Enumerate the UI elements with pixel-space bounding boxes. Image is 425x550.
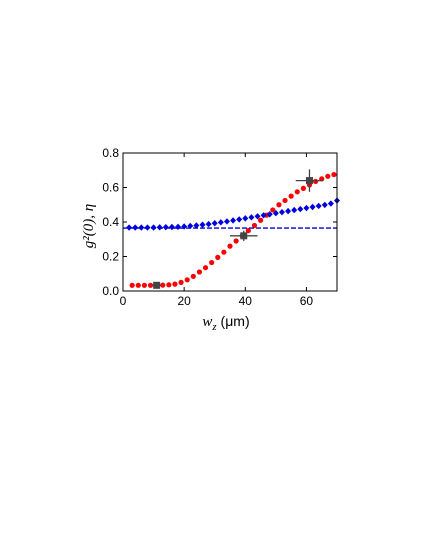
red-circle-point xyxy=(147,282,154,288)
blue-diamond-point xyxy=(291,206,298,214)
red-circle-point xyxy=(331,171,337,178)
red-circle-point xyxy=(300,185,306,191)
blue-diamond-point xyxy=(126,224,133,231)
red-circle-point xyxy=(166,282,172,288)
blue-diamond-point xyxy=(181,223,188,230)
red-circle-point xyxy=(202,265,209,271)
y-axis-title: g²(0), η xyxy=(81,204,97,248)
x-tick-label: 60 xyxy=(300,294,314,308)
blue-diamond-point xyxy=(327,200,334,207)
blue-diamond-point xyxy=(211,220,218,227)
red-circle-point xyxy=(141,282,147,288)
experimental-square-point xyxy=(240,232,248,240)
red-circle-point xyxy=(129,282,135,288)
red-circle-point xyxy=(325,173,331,179)
red-circle-point xyxy=(257,217,264,223)
y-tick-label: 0.4 xyxy=(102,215,119,229)
y-tick-label: 0.6 xyxy=(102,181,119,195)
blue-diamond-point xyxy=(254,213,261,220)
blue-diamond-point xyxy=(223,218,230,225)
blue-diamond-point xyxy=(309,203,316,211)
blue-diamond-point xyxy=(156,224,163,231)
blue-diamond-point xyxy=(199,221,206,228)
red-circle-point xyxy=(221,249,227,255)
red-circle-point xyxy=(215,254,221,260)
x-axis-title: wz (μm) xyxy=(202,313,249,333)
red-circle-point xyxy=(209,259,215,266)
red-circle-point xyxy=(178,279,184,285)
chart-marks xyxy=(123,169,340,289)
red-circle-point xyxy=(233,238,239,244)
axis-ticks: 0 20 40 60 0.0 0.2 0.4 0.6 0.8 xyxy=(102,146,337,308)
blue-diamond-point xyxy=(230,217,237,224)
blue-diamond-point xyxy=(168,223,175,231)
blue-diamond-point xyxy=(175,223,182,231)
blue-diamond-point xyxy=(297,205,304,213)
red-circle-point xyxy=(184,277,190,283)
blue-diamond-point xyxy=(303,204,310,212)
x-axis-title-text: wz (μm) xyxy=(202,313,249,333)
red-circle-point xyxy=(172,281,178,287)
plot-frame xyxy=(122,152,338,292)
y-tick-label: 0.2 xyxy=(102,250,119,264)
red-circle-point xyxy=(282,197,288,204)
blue-diamond-point xyxy=(272,210,279,217)
y-tick-label: 0.0 xyxy=(102,284,119,298)
y-axis-title-text: g²(0), η xyxy=(81,204,97,248)
blue-diamond-point xyxy=(285,207,292,215)
blue-diamond-point xyxy=(187,222,194,230)
blue-diamond-point xyxy=(217,219,224,226)
blue-diamond-point xyxy=(315,202,322,210)
y-tick-label: 0.8 xyxy=(102,146,119,160)
blue-diamond-point xyxy=(260,212,267,219)
blue-diamond-point xyxy=(132,224,139,231)
blue-diamond-point xyxy=(278,208,285,216)
blue-diamond-point xyxy=(193,222,200,229)
experimental-square-point xyxy=(305,177,313,185)
red-circle-point xyxy=(160,282,166,288)
red-circle-point xyxy=(245,228,251,234)
red-circle-point xyxy=(294,189,300,195)
blue-diamond-point xyxy=(321,201,328,209)
blue-diamond-point xyxy=(162,223,169,231)
red-circle-point xyxy=(276,202,282,208)
blue-diamond-point xyxy=(248,214,255,221)
red-circle-point xyxy=(288,193,294,199)
red-circle-point xyxy=(251,222,258,229)
x-tick-label: 20 xyxy=(177,294,191,308)
experimental-square-point xyxy=(153,281,161,289)
red-circle-point xyxy=(227,243,233,249)
blue-diamond-point xyxy=(236,216,243,223)
red-circle-point xyxy=(270,207,276,213)
red-circle-point xyxy=(196,269,203,275)
red-circle-point xyxy=(190,273,196,279)
blue-diamond-point xyxy=(266,211,273,218)
x-tick-label: 40 xyxy=(239,294,253,308)
blue-diamond-point xyxy=(205,220,212,228)
red-circle-point xyxy=(313,178,319,185)
x-tick-label: 0 xyxy=(120,294,127,308)
red-circle-point xyxy=(135,282,141,288)
blue-diamond-point xyxy=(242,215,249,222)
